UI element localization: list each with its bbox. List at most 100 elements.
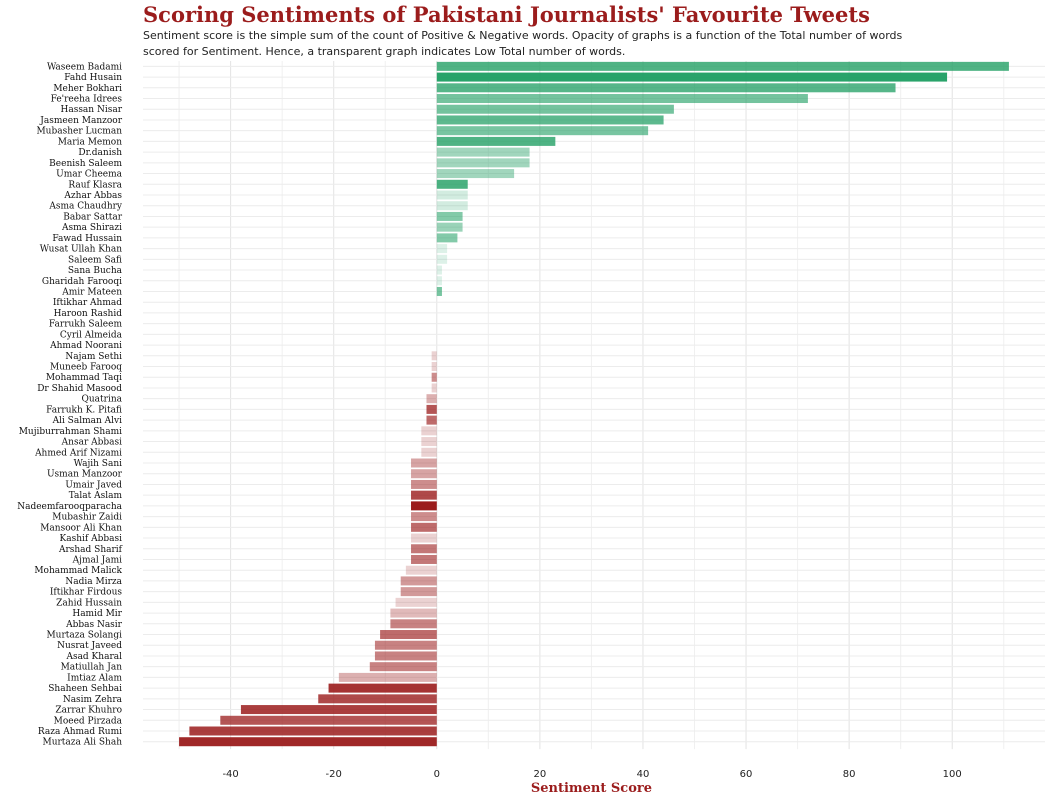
y-tick-label: Talat Aslam xyxy=(69,491,123,501)
y-tick-label: Jasmeen Manzoor xyxy=(39,116,122,126)
bar xyxy=(432,373,437,382)
y-tick-label: Hamid Mir xyxy=(72,609,122,619)
y-tick-label: Nasim Zehra xyxy=(63,695,123,705)
bar xyxy=(437,244,447,253)
y-tick-label: Nadia Mirza xyxy=(65,577,122,587)
bar xyxy=(329,684,437,693)
y-tick-label: Usman Manzoor xyxy=(47,470,123,480)
bar xyxy=(437,180,468,189)
y-tick-label: Gharidah Farooqi xyxy=(42,277,122,287)
bar xyxy=(437,191,468,200)
y-tick-label: Mohammad Taqi xyxy=(46,373,122,383)
bar xyxy=(437,105,674,114)
y-tick-label: Sana Bucha xyxy=(68,266,123,276)
x-tick-label: 60 xyxy=(740,769,753,780)
bar xyxy=(432,351,437,360)
y-tick-label: Farrukh K. Pitafi xyxy=(46,405,122,415)
bar xyxy=(189,727,436,736)
bar xyxy=(179,737,437,746)
bar xyxy=(426,405,436,414)
bar xyxy=(411,491,437,500)
bar xyxy=(401,576,437,585)
bar xyxy=(375,651,437,660)
bar xyxy=(339,673,437,682)
x-tick-label: -40 xyxy=(222,769,238,780)
y-tick-label: Haroon Rashid xyxy=(54,309,123,319)
x-tick-label: 20 xyxy=(534,769,547,780)
y-tick-label: Asma Shirazi xyxy=(61,223,122,233)
y-tick-label: Umair Javed xyxy=(65,480,122,490)
bar xyxy=(426,394,436,403)
y-tick-label: Zarrar Khuhro xyxy=(55,706,122,716)
y-tick-label: Waseem Badami xyxy=(47,62,122,72)
y-tick-label: Asad Kharal xyxy=(65,652,122,662)
x-tick-label: 40 xyxy=(637,769,650,780)
bar xyxy=(318,694,437,703)
bar xyxy=(437,201,468,210)
x-tick-label: 100 xyxy=(943,769,962,780)
y-tick-label: Raza Ahmad Rumi xyxy=(38,727,122,737)
x-axis-label: Sentiment Score xyxy=(531,781,652,796)
y-tick-label: Maria Memon xyxy=(58,137,122,147)
bar xyxy=(437,94,808,103)
y-tick-label: Farrukh Saleem xyxy=(49,320,123,330)
bar xyxy=(437,169,514,178)
bar xyxy=(421,437,436,446)
x-tick-label: -20 xyxy=(326,769,342,780)
bar xyxy=(406,566,437,575)
y-tick-label: Najam Sethi xyxy=(65,352,122,362)
bar xyxy=(421,426,436,435)
y-tick-label: Kashif Abbasi xyxy=(60,534,123,544)
y-tick-label: Fawad Hussain xyxy=(52,234,122,244)
y-tick-label: Wajih Sani xyxy=(74,459,122,469)
y-tick-label: Ansar Abbasi xyxy=(61,438,122,448)
bar xyxy=(437,73,947,82)
y-tick-label: Beenish Saleem xyxy=(49,159,122,169)
y-tick-label: Shaheen Sehbai xyxy=(48,684,122,694)
y-tick-label: Arshad Sharif xyxy=(58,545,123,555)
y-tick-label: Meher Bokhari xyxy=(53,84,122,94)
y-tick-label: Fahd Husain xyxy=(64,73,122,83)
bar xyxy=(437,233,458,242)
y-tick-label: Wusat Ullah Khan xyxy=(40,245,122,255)
bar xyxy=(437,83,896,92)
bar xyxy=(411,512,437,521)
y-tick-label: Amir Mateen xyxy=(61,287,122,297)
bar xyxy=(241,705,437,714)
y-tick-label: Mohammad Malick xyxy=(34,566,122,576)
y-tick-label: Cyril Almeida xyxy=(60,330,123,340)
y-tick-label: Moeed Pirzada xyxy=(54,716,123,726)
y-tick-label: Azhar Abbas xyxy=(63,191,122,201)
bar xyxy=(411,459,437,468)
bar xyxy=(220,716,436,725)
y-tick-label: Muneeb Farooq xyxy=(50,363,122,373)
bar xyxy=(432,383,437,392)
bar xyxy=(437,115,664,124)
y-tick-label: Mubasher Lucman xyxy=(36,127,122,137)
y-tick-label: Imtiaz Alam xyxy=(67,673,122,683)
y-tick-label: Zahid Hussain xyxy=(56,598,122,608)
y-tick-label: Nusrat Javeed xyxy=(57,641,122,651)
bar xyxy=(437,276,442,285)
bar xyxy=(437,212,463,221)
y-tick-label: Ajmal Jami xyxy=(72,555,122,565)
bar xyxy=(370,662,437,671)
y-tick-label: Fe'reeha Idrees xyxy=(51,95,123,105)
y-tick-label: Hassan Nisar xyxy=(60,105,122,115)
bar xyxy=(411,480,437,489)
bar xyxy=(437,266,442,275)
bar xyxy=(437,137,556,146)
y-tick-label: Babar Sattar xyxy=(63,212,122,222)
bar xyxy=(437,255,447,264)
y-tick-label: Ahmad Noorani xyxy=(49,341,122,351)
bar xyxy=(437,287,442,296)
x-tick-label: 0 xyxy=(434,769,440,780)
y-tick-label: Dr Shahid Masood xyxy=(37,384,122,394)
bar xyxy=(437,126,648,135)
y-tick-label: Iftikhar Firdous xyxy=(50,588,123,598)
y-tick-label: Murtaza Solangi xyxy=(46,631,122,641)
bar xyxy=(437,148,530,157)
y-tick-label: Dr.danish xyxy=(78,148,122,158)
bar xyxy=(432,362,437,371)
